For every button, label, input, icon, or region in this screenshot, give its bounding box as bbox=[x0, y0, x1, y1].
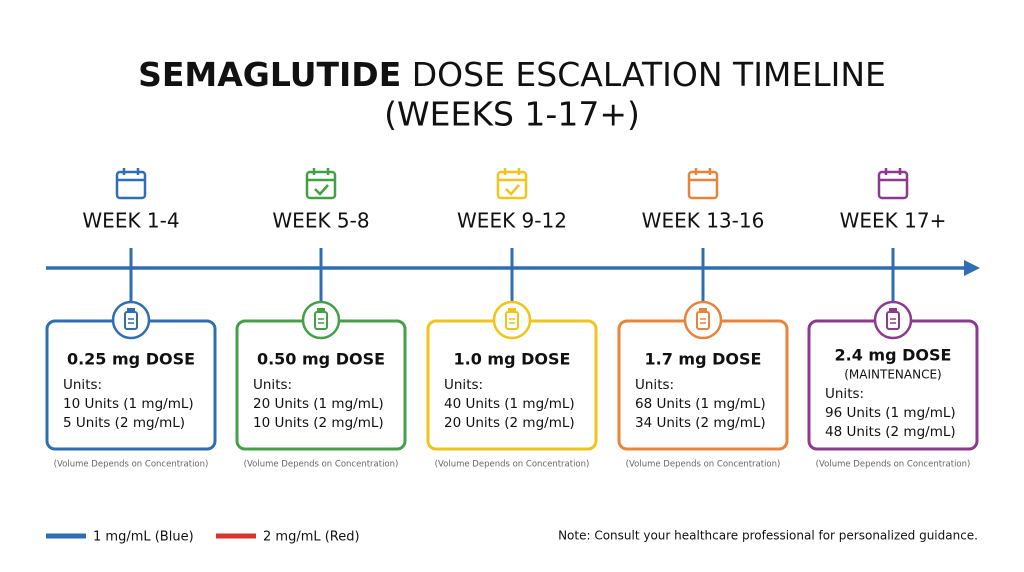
calendar-icon bbox=[687, 170, 719, 200]
units-line: 96 Units (1 mg/mL) bbox=[825, 405, 956, 421]
units-label: Units: bbox=[63, 377, 102, 393]
dose-label: 2.4 mg DOSE bbox=[835, 346, 952, 365]
units-line: 5 Units (2 mg/mL) bbox=[63, 415, 185, 431]
title-line2: (WEEKS 1-17+) bbox=[384, 95, 640, 134]
dose-label: 1.0 mg DOSE bbox=[454, 350, 571, 369]
calendar-icon bbox=[877, 170, 909, 200]
units-label: Units: bbox=[253, 377, 292, 393]
vial-badge bbox=[301, 300, 341, 340]
stage: WEEK 1-4 0.25 mg DOSE Units: 10 Units (1 mg… bbox=[45, 168, 217, 470]
timeline-arrow bbox=[964, 260, 980, 276]
title-bold: SEMAGLUTIDE bbox=[138, 55, 401, 94]
vial-badge bbox=[492, 300, 532, 340]
title: SEMAGLUTIDE DOSE ESCALATION TIMELINE bbox=[138, 55, 886, 94]
units-line: 68 Units (1 mg/mL) bbox=[635, 396, 766, 412]
week-label: WEEK 13-16 bbox=[642, 209, 765, 233]
vial-icon bbox=[127, 308, 135, 312]
dose-label: 0.50 mg DOSE bbox=[257, 350, 385, 369]
dose-note: (MAINTENANCE) bbox=[844, 368, 941, 382]
footnote: (Volume Depends on Concentration) bbox=[54, 460, 209, 470]
dose-label: 1.7 mg DOSE bbox=[645, 350, 762, 369]
footer-note: Note: Consult your healthcare profession… bbox=[558, 529, 978, 543]
week-label: WEEK 9-12 bbox=[457, 209, 567, 233]
units-label: Units: bbox=[825, 386, 864, 402]
check-icon bbox=[505, 184, 520, 196]
week-label: WEEK 5-8 bbox=[272, 209, 369, 233]
units-line: 20 Units (2 mg/mL) bbox=[444, 415, 575, 431]
units-line: 10 Units (2 mg/mL) bbox=[253, 415, 384, 431]
footnote: (Volume Depends on Concentration) bbox=[244, 460, 399, 470]
week-label: WEEK 17+ bbox=[840, 209, 947, 233]
units-label: Units: bbox=[635, 377, 674, 393]
stage: WEEK 17+ 2.4 mg DOSE (MAINTENANCE) Units: 96… bbox=[807, 168, 979, 470]
vial-icon bbox=[317, 308, 325, 312]
week-label: WEEK 1-4 bbox=[82, 209, 179, 233]
vial-icon bbox=[889, 308, 897, 312]
footnote: (Volume Depends on Concentration) bbox=[816, 460, 971, 470]
legend-label: 2 mg/mL (Red) bbox=[263, 530, 360, 545]
vial-icon bbox=[508, 308, 516, 312]
vial-badge bbox=[873, 300, 913, 340]
footnote: (Volume Depends on Concentration) bbox=[435, 460, 590, 470]
stage: WEEK 9-12 1.0 mg DOSE Units: 40 Units (1 mg… bbox=[426, 168, 598, 470]
legend-label: 1 mg/mL (Blue) bbox=[93, 530, 194, 545]
units-line: 10 Units (1 mg/mL) bbox=[63, 396, 194, 412]
stage: WEEK 5-8 0.50 mg DOSE Units: 20 Units (1 mg… bbox=[235, 168, 407, 470]
vial-badge bbox=[683, 300, 723, 340]
check-icon bbox=[314, 184, 329, 196]
vial-icon bbox=[699, 308, 707, 312]
stage: WEEK 13-16 1.7 mg DOSE Units: 68 Units (1 m… bbox=[617, 168, 789, 470]
calendar-icon bbox=[115, 170, 147, 200]
units-line: 20 Units (1 mg/mL) bbox=[253, 396, 384, 412]
footnote: (Volume Depends on Concentration) bbox=[626, 460, 781, 470]
units-label: Units: bbox=[444, 377, 483, 393]
dose-label: 0.25 mg DOSE bbox=[67, 350, 195, 369]
units-line: 48 Units (2 mg/mL) bbox=[825, 424, 956, 440]
calendar-icon bbox=[305, 170, 337, 200]
units-line: 40 Units (1 mg/mL) bbox=[444, 396, 575, 412]
title-rest bbox=[401, 55, 412, 94]
calendar-icon bbox=[496, 170, 528, 200]
units-line: 34 Units (2 mg/mL) bbox=[635, 415, 766, 431]
title-rest: DOSE ESCALATION TIMELINE bbox=[412, 55, 886, 94]
vial-badge bbox=[111, 300, 151, 340]
